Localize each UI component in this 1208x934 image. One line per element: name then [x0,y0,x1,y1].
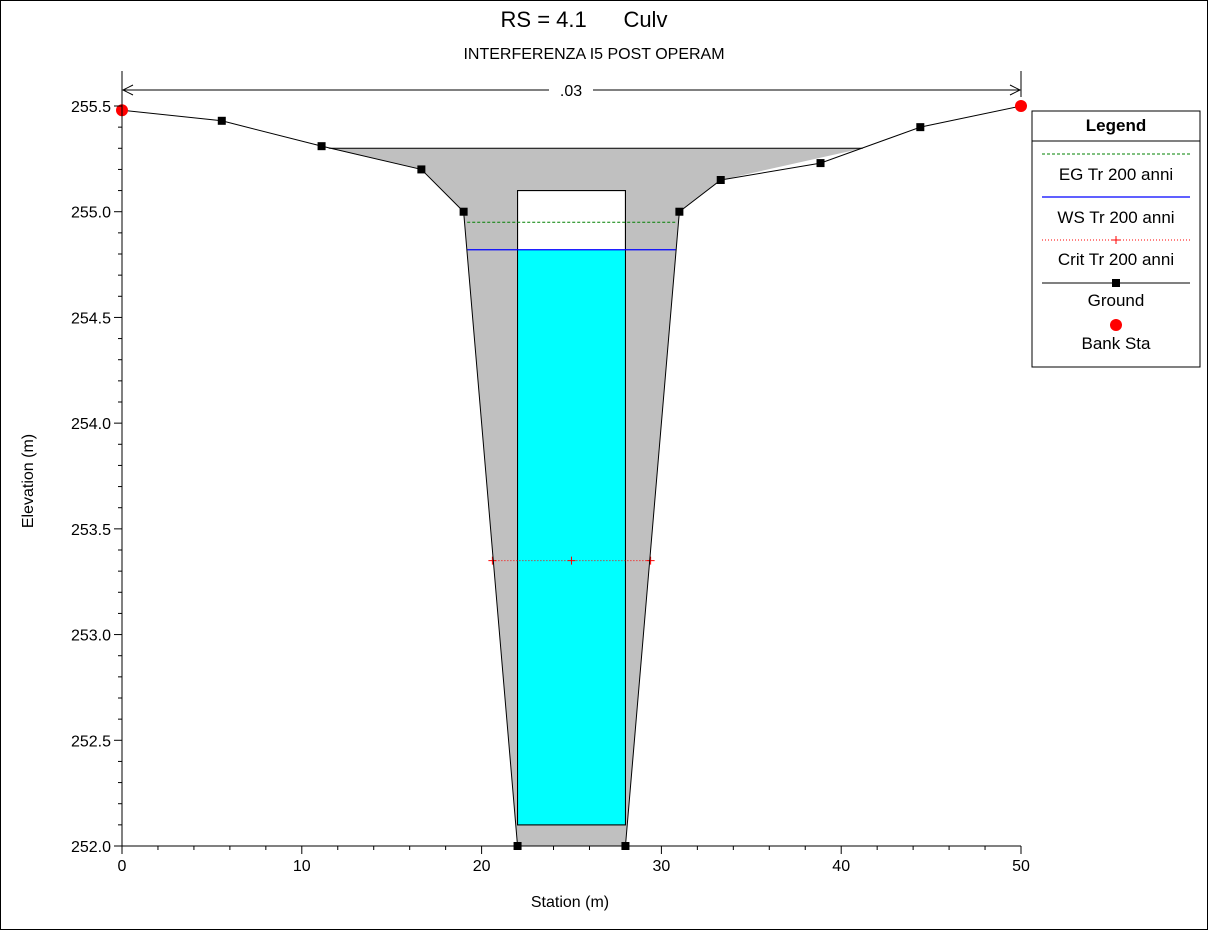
crit-marker-2 [646,556,655,565]
axes: .03 0 10 20 30 40 50 252.0 252.5 253.0 253.5 254.0 2… [71,71,1030,875]
bank-station-1 [1015,100,1027,112]
manning-n-label: .03 [560,83,582,100]
x-tick-label-20: 20 [473,858,491,875]
y-tick-label-252.5: 252.5 [71,733,111,750]
y-tick-label-253.5: 253.5 [71,522,111,539]
manning-arrow-right [1009,84,1022,96]
legend-title: Legend [1086,116,1146,135]
x-tick-label-10: 10 [293,858,311,875]
y-tick-label-255.0: 255.0 [71,205,111,222]
culvert-outline [517,190,626,826]
legend-ground-label: Ground [1088,291,1145,310]
legend-ws-label: WS Tr 200 anni [1057,208,1174,227]
legend-bank-marker [1110,319,1122,331]
y-tick-label-252.0: 252.0 [71,839,111,856]
legend: Legend EG Tr 200 anni WS Tr 200 anni Cri… [1031,110,1201,368]
plot-area [116,100,1027,850]
manning-arrow-left [121,84,134,96]
y-tick-label-254.0: 254.0 [71,416,111,433]
ground-point-1 [217,116,226,125]
legend-crit-marker [1112,236,1120,244]
legend-eg-label: EG Tr 200 anni [1059,165,1173,184]
y-tick-label-255.5: 255.5 [71,99,111,116]
ground-point-8 [716,176,725,184]
legend-bank-label: Bank Sta [1082,334,1152,353]
y-tick-label-253.0: 253.0 [71,628,111,645]
x-tick-label-0: 0 [118,858,127,875]
crit-marker-1 [567,556,576,565]
chart-subtitle: INTERFERENZA I5 POST OPERAM [463,46,724,63]
legend-crit-label: Crit Tr 200 anni [1058,250,1174,269]
y-axis-label: Elevation (m) [20,434,37,528]
ground-point-3 [417,165,426,174]
y-tick-label-254.5: 254.5 [71,310,111,327]
x-tick-label-30: 30 [653,858,671,875]
chart-title: RS = 4.1 Culv [501,7,668,32]
x-tick-label-40: 40 [832,858,850,875]
water-fill [517,249,626,825]
ground-point-9 [816,159,825,168]
ground-point-4 [459,207,468,216]
x-tick-label-50: 50 [1012,858,1030,875]
ground-point-10 [916,123,925,132]
x-axis-label: Station (m) [531,894,609,911]
ground-point-2 [317,142,326,151]
ground-point-7 [675,207,684,216]
legend-ground-marker [1112,279,1120,287]
crit-marker-0 [488,556,497,565]
